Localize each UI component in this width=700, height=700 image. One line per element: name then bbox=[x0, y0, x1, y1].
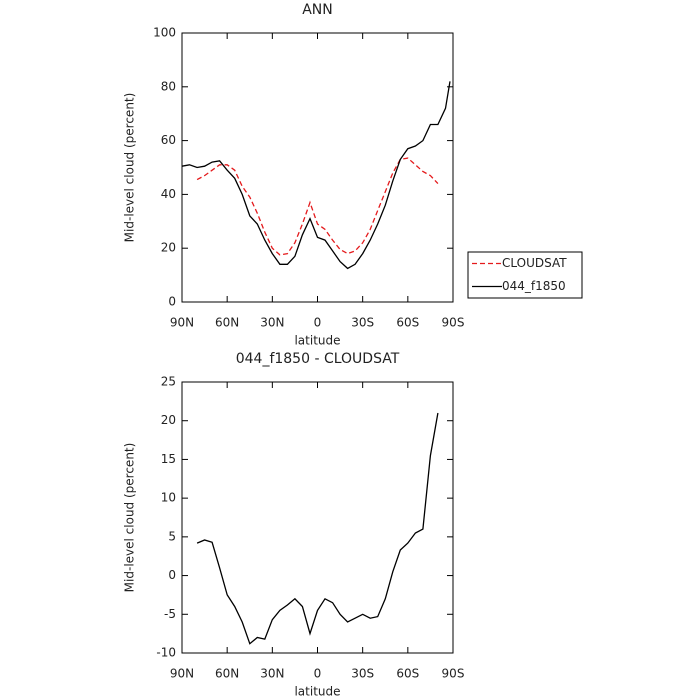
legend-box bbox=[467, 251, 583, 299]
x-axis-label: latitude bbox=[294, 685, 340, 699]
y-tick-label: 20 bbox=[161, 413, 176, 427]
y-tick-label: 100 bbox=[153, 26, 176, 40]
x-tick-label: 60N bbox=[215, 667, 239, 681]
y-tick-label: -10 bbox=[156, 646, 176, 660]
data-line bbox=[181, 81, 451, 270]
x-tick-label: 30S bbox=[351, 667, 374, 681]
y-tick-label: 80 bbox=[161, 79, 176, 93]
x-tick-label: 30S bbox=[351, 316, 374, 330]
x-axis-label: latitude bbox=[294, 334, 340, 348]
x-tick-label: 90S bbox=[442, 667, 465, 681]
legend-label: CLOUDSAT bbox=[502, 256, 567, 270]
x-tick-label: 90S bbox=[442, 316, 465, 330]
x-tick-label: 0 bbox=[314, 667, 322, 681]
y-tick-label: 0 bbox=[168, 568, 176, 582]
legend-label: 044_f1850 bbox=[502, 279, 566, 293]
y-axis-label: Mid-level cloud (percent) bbox=[123, 93, 137, 243]
data-line bbox=[196, 157, 439, 256]
y-tick-label: 0 bbox=[168, 295, 176, 309]
y-tick-label: 40 bbox=[161, 187, 176, 201]
y-tick-label: 15 bbox=[161, 452, 176, 466]
x-tick-label: 30N bbox=[260, 667, 284, 681]
y-tick-label: 20 bbox=[161, 241, 176, 255]
x-tick-label: 0 bbox=[314, 316, 322, 330]
x-tick-label: 60S bbox=[396, 316, 419, 330]
x-tick-label: 60N bbox=[215, 316, 239, 330]
chart-title: ANN bbox=[302, 2, 333, 18]
y-tick-label: 60 bbox=[161, 133, 176, 147]
y-tick-label: 5 bbox=[168, 529, 176, 543]
x-tick-label: 60S bbox=[396, 667, 419, 681]
chart-title: 044_f1850 - CLOUDSAT bbox=[236, 351, 400, 367]
x-tick-label: 90N bbox=[170, 316, 194, 330]
x-tick-label: 30N bbox=[260, 316, 284, 330]
y-tick-label: -5 bbox=[164, 607, 176, 621]
y-tick-label: 25 bbox=[161, 375, 176, 389]
y-axis-label: Mid-level cloud (percent) bbox=[123, 443, 137, 593]
x-tick-label: 90N bbox=[170, 667, 194, 681]
plot-frame bbox=[181, 32, 454, 303]
y-tick-label: 10 bbox=[161, 491, 176, 505]
data-line bbox=[196, 412, 439, 645]
